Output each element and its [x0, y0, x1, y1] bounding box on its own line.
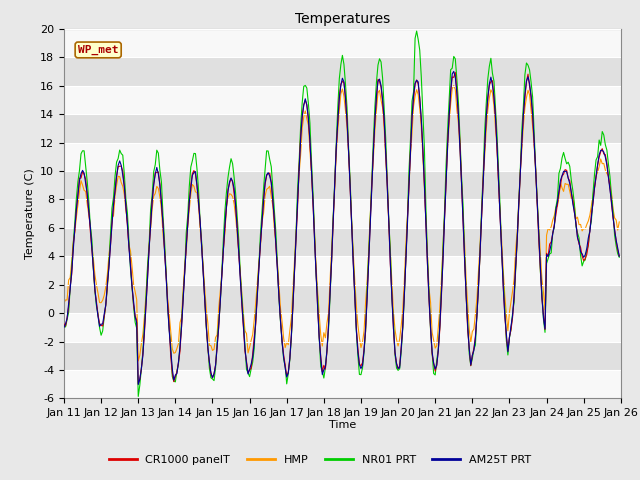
Bar — [64, 370, 621, 398]
Legend: CR1000 panelT, HMP, NR01 PRT, AM25T PRT: CR1000 panelT, HMP, NR01 PRT, AM25T PRT — [104, 451, 536, 469]
Bar — [64, 171, 621, 199]
Bar — [64, 57, 621, 85]
Bar — [64, 199, 621, 228]
X-axis label: Time: Time — [329, 420, 356, 430]
Bar — [64, 256, 621, 285]
Bar — [64, 285, 621, 313]
Bar — [64, 342, 621, 370]
Bar — [64, 114, 621, 143]
Bar — [64, 85, 621, 114]
Text: WP_met: WP_met — [78, 45, 118, 55]
Bar — [64, 313, 621, 342]
Title: Temperatures: Temperatures — [295, 12, 390, 26]
Bar — [64, 29, 621, 57]
Bar — [64, 143, 621, 171]
Bar — [64, 228, 621, 256]
Y-axis label: Temperature (C): Temperature (C) — [24, 168, 35, 259]
